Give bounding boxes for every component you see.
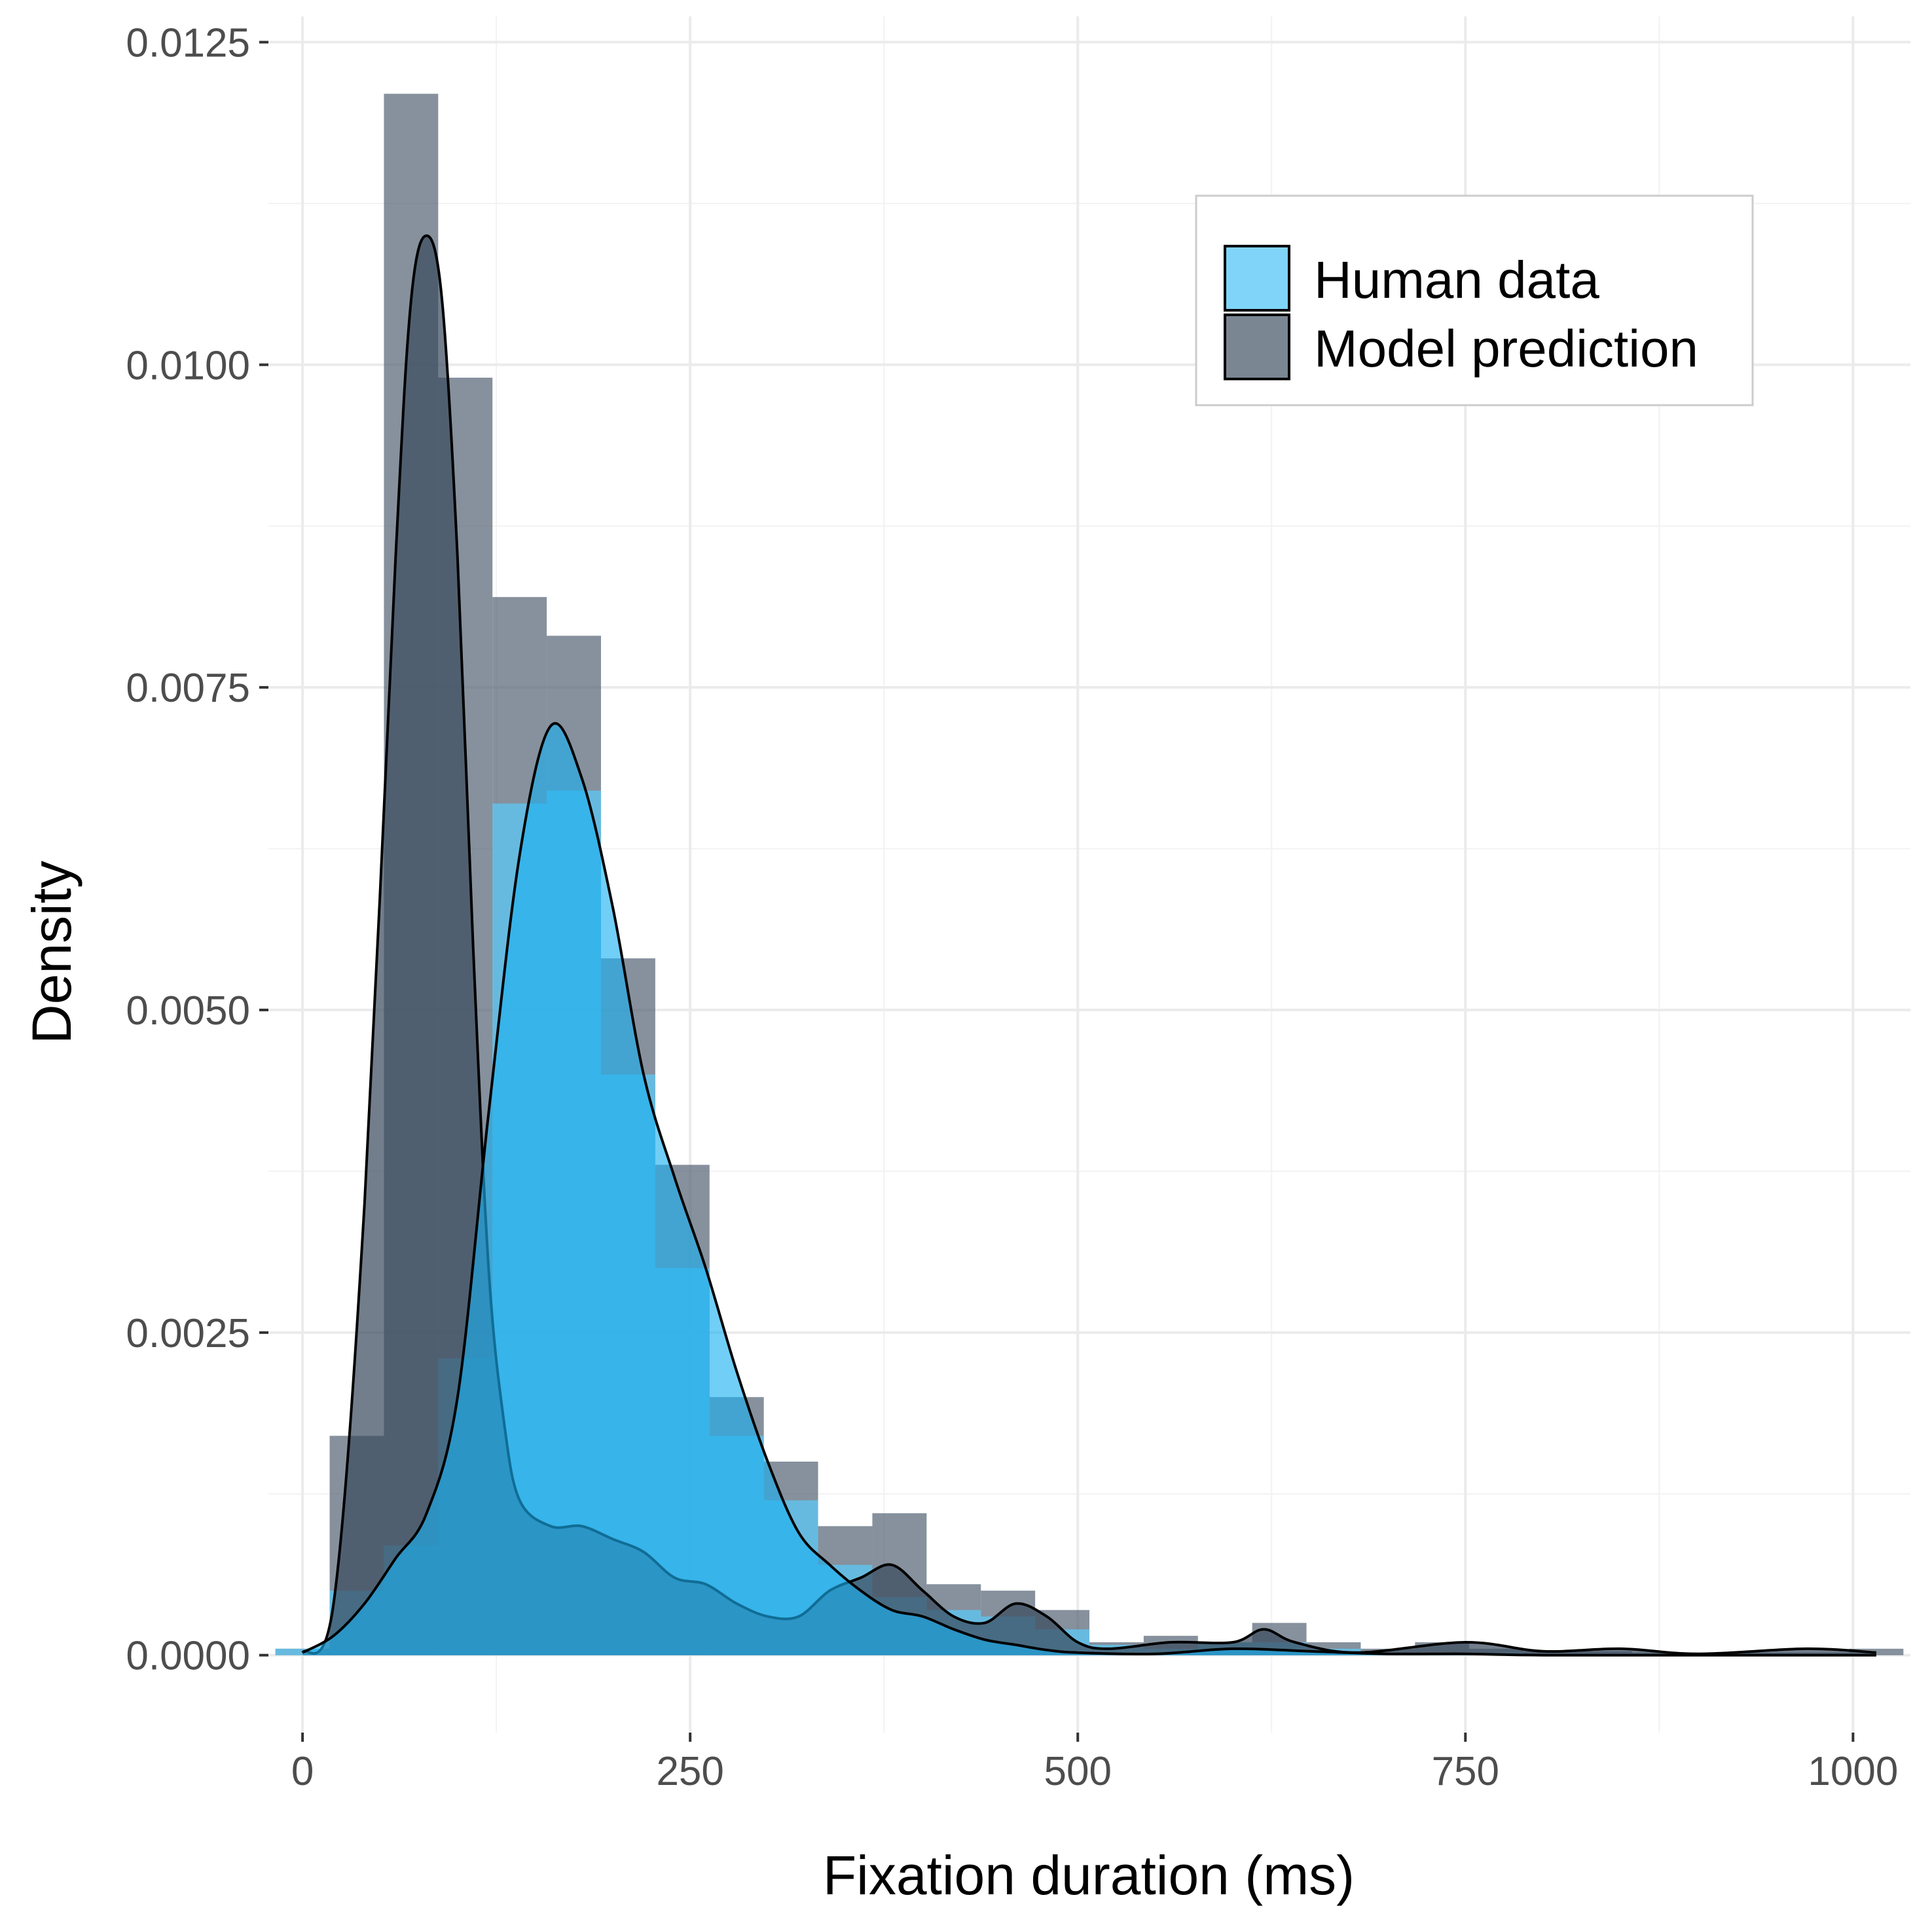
legend-label-human-data: Human data xyxy=(1314,251,1599,309)
y-tick-label: 0.0075 xyxy=(126,666,250,711)
y-tick-label: 0.0050 xyxy=(126,988,250,1034)
y-axis-title: Density xyxy=(21,861,82,1044)
x-tick-label: 500 xyxy=(1044,1749,1112,1794)
human-data-density-line xyxy=(302,722,1876,1657)
y-tick-label: 0.0125 xyxy=(126,20,250,65)
x-tick-label: 0 xyxy=(291,1749,314,1794)
x-tick-label: 750 xyxy=(1432,1749,1499,1794)
legend-swatch-model-prediction xyxy=(1224,314,1290,380)
x-tick-label: 1000 xyxy=(1808,1749,1898,1794)
human-data-density-area xyxy=(302,723,1876,1655)
y-tick-label: 0.0025 xyxy=(126,1311,250,1356)
legend-label-model-prediction: Model prediction xyxy=(1314,319,1698,378)
density-curves xyxy=(301,234,1877,1657)
legend: Human data Model prediction xyxy=(1195,194,1754,406)
y-axis: 0.0000 0.0025 0.0050 0.0075 0.0100 0.0125 xyxy=(126,20,268,1679)
y-tick-label: 0.0000 xyxy=(126,1634,250,1679)
x-axis-title: Fixation duration (ms) xyxy=(823,1845,1355,1906)
y-tick-label: 0.0100 xyxy=(126,343,250,388)
x-tick-label: 250 xyxy=(656,1749,723,1794)
x-axis: 0 250 500 750 1000 xyxy=(291,1733,1898,1794)
legend-swatch-human-data xyxy=(1224,245,1290,312)
